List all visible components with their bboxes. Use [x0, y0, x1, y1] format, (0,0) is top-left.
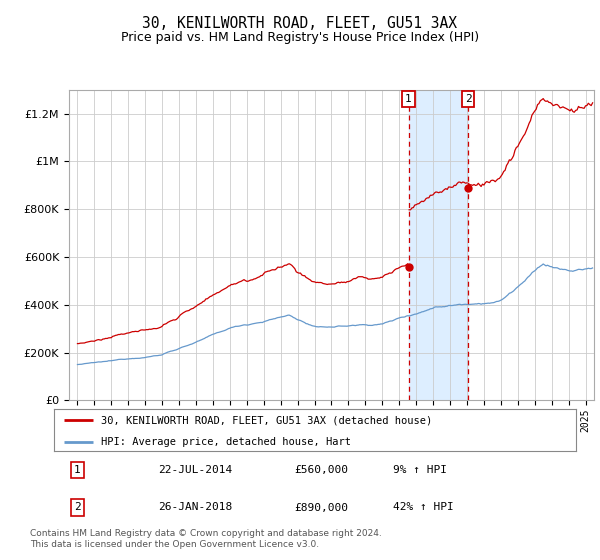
Text: Contains HM Land Registry data © Crown copyright and database right 2024.
This d: Contains HM Land Registry data © Crown c… — [30, 529, 382, 549]
Text: 22-JUL-2014: 22-JUL-2014 — [158, 465, 233, 475]
Text: Price paid vs. HM Land Registry's House Price Index (HPI): Price paid vs. HM Land Registry's House … — [121, 31, 479, 44]
Text: 30, KENILWORTH ROAD, FLEET, GU51 3AX (detached house): 30, KENILWORTH ROAD, FLEET, GU51 3AX (de… — [101, 415, 432, 425]
Text: 2: 2 — [465, 94, 472, 104]
Bar — [409, 90, 468, 400]
Text: 1: 1 — [74, 465, 81, 475]
Text: 42% ↑ HPI: 42% ↑ HPI — [394, 502, 454, 512]
Text: 30, KENILWORTH ROAD, FLEET, GU51 3AX: 30, KENILWORTH ROAD, FLEET, GU51 3AX — [143, 16, 458, 31]
Text: HPI: Average price, detached house, Hart: HPI: Average price, detached house, Hart — [101, 437, 351, 446]
Text: £890,000: £890,000 — [294, 502, 348, 512]
Text: 26-JAN-2018: 26-JAN-2018 — [158, 502, 233, 512]
Text: 9% ↑ HPI: 9% ↑ HPI — [394, 465, 448, 475]
Text: 1: 1 — [405, 94, 412, 104]
Text: 2: 2 — [74, 502, 81, 512]
Text: £560,000: £560,000 — [294, 465, 348, 475]
